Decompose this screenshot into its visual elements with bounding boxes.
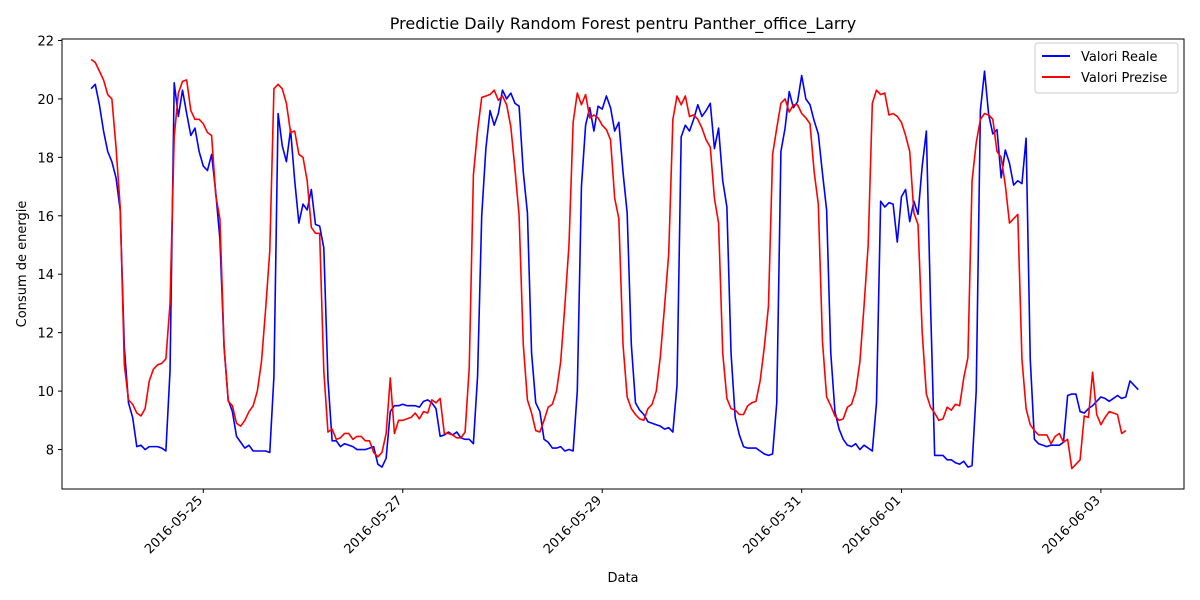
y-tick-label: 12 [37, 327, 54, 342]
y-tick-label: 22 [37, 34, 54, 49]
legend: Valori Reale Valori Prezise [1034, 42, 1179, 94]
y-axis-label: Consum de energie [15, 201, 30, 328]
legend-box [1034, 42, 1179, 94]
y-axis: 8 10 12 14 16 18 20 22 [37, 34, 62, 459]
y-tick-label: 8 [46, 444, 54, 459]
plot-series [90, 58, 1139, 470]
chart-title: Predictie Daily Random Forest pentru Pan… [390, 14, 856, 34]
x-axis-label: Data [607, 571, 638, 586]
y-tick-label: 20 [37, 93, 54, 108]
plot-frame [61, 38, 1185, 490]
series-line-valori-reale [90, 70, 1139, 468]
y-tick-label: 16 [37, 210, 54, 225]
y-tick-label: 18 [37, 151, 54, 166]
y-tick-label: 10 [37, 385, 54, 400]
series-line-valori-prezise [90, 58, 1127, 470]
y-tick-label: 14 [37, 268, 54, 283]
legend-label-valori-prezise: Valori Prezise [1081, 71, 1167, 86]
legend-label-valori-reale: Valori Reale [1081, 50, 1158, 65]
